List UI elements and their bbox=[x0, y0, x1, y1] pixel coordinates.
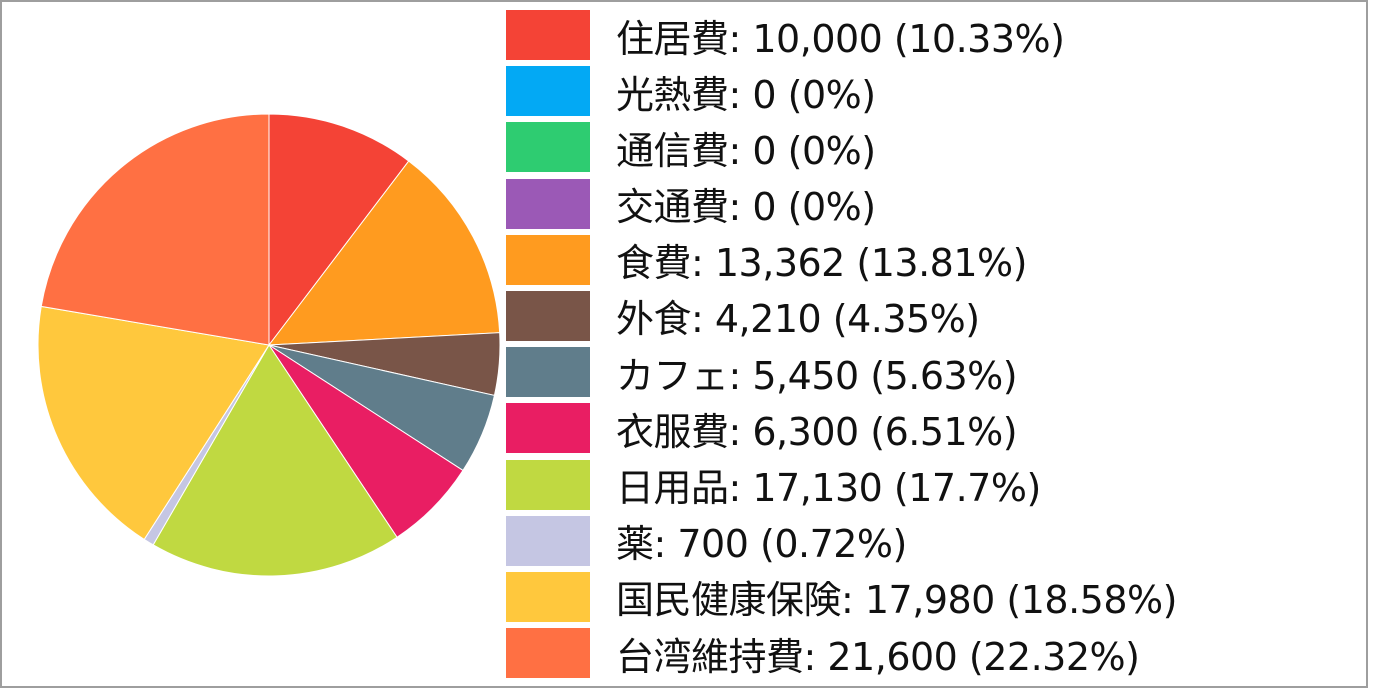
legend-label: 交通費: 0 (0%) bbox=[616, 185, 876, 230]
legend-item: 外食: 4,210 (4.35%) bbox=[506, 289, 1177, 343]
chart-legend: 住居費: 10,000 (10.33%) 光熱費: 0 (0%) 通信費: 0 (0… bbox=[506, 8, 1177, 682]
legend-label: カフェ: 5,450 (5.63%) bbox=[616, 353, 1018, 398]
legend-label: 衣服費: 6,300 (6.51%) bbox=[616, 409, 1018, 454]
legend-label: 薬: 700 (0.72%) bbox=[616, 522, 907, 567]
legend-swatch bbox=[506, 234, 590, 285]
pie-slice-12 bbox=[40, 113, 270, 346]
legend-swatch bbox=[506, 122, 590, 173]
pie-slice-11 bbox=[37, 305, 270, 541]
legend-label: 日用品: 17,130 (17.7%) bbox=[616, 466, 1041, 510]
legend-label: 台湾維持費: 21,600 (22.32%) bbox=[616, 634, 1140, 679]
legend-item: 住居費: 10,000 (10.33%) bbox=[506, 8, 1177, 62]
legend-item: 食費: 13,362 (13.81%) bbox=[506, 233, 1177, 287]
legend-swatch bbox=[506, 178, 590, 229]
legend-label: 国民健康保険: 17,980 (18.58%) bbox=[616, 578, 1177, 623]
legend-swatch bbox=[506, 10, 590, 60]
legend-label: 食費: 13,362 (13.81%) bbox=[616, 241, 1027, 286]
legend-swatch bbox=[506, 571, 590, 622]
legend-label: 住居費: 10,000 (10.33%) bbox=[616, 16, 1065, 61]
legend-swatch bbox=[506, 515, 590, 566]
legend-label: 通信費: 0 (0%) bbox=[616, 128, 876, 173]
pie-slice-1 bbox=[268, 113, 410, 347]
legend-item: 台湾維持費: 21,600 (22.32%) bbox=[506, 626, 1177, 680]
legend-label: 光熱費: 0 (0%) bbox=[616, 72, 876, 117]
legend-item: 薬: 700 (0.72%) bbox=[506, 514, 1177, 568]
legend-item: 光熱費: 0 (0%) bbox=[506, 64, 1177, 118]
legend-swatch bbox=[506, 459, 590, 510]
legend-item: 通信費: 0 (0%) bbox=[506, 120, 1177, 174]
legend-swatch bbox=[506, 403, 590, 454]
legend-item: 交通費: 0 (0%) bbox=[506, 177, 1177, 231]
legend-item: 衣服費: 6,300 (6.51%) bbox=[506, 401, 1177, 455]
legend-swatch bbox=[506, 66, 590, 117]
legend-label: 外食: 4,210 (4.35%) bbox=[616, 297, 980, 342]
legend-swatch bbox=[506, 290, 590, 341]
pie-slice-9 bbox=[152, 344, 398, 577]
pie-slice-5 bbox=[267, 160, 501, 346]
legend-item: 国民健康保険: 17,980 (18.58%) bbox=[506, 570, 1177, 624]
pie-chart bbox=[37, 113, 501, 577]
legend-item: カフェ: 5,450 (5.63%) bbox=[506, 345, 1177, 399]
legend-swatch bbox=[506, 628, 590, 679]
legend-swatch bbox=[506, 347, 590, 398]
legend-item: 日用品: 17,130 (17.7%) bbox=[506, 458, 1177, 512]
